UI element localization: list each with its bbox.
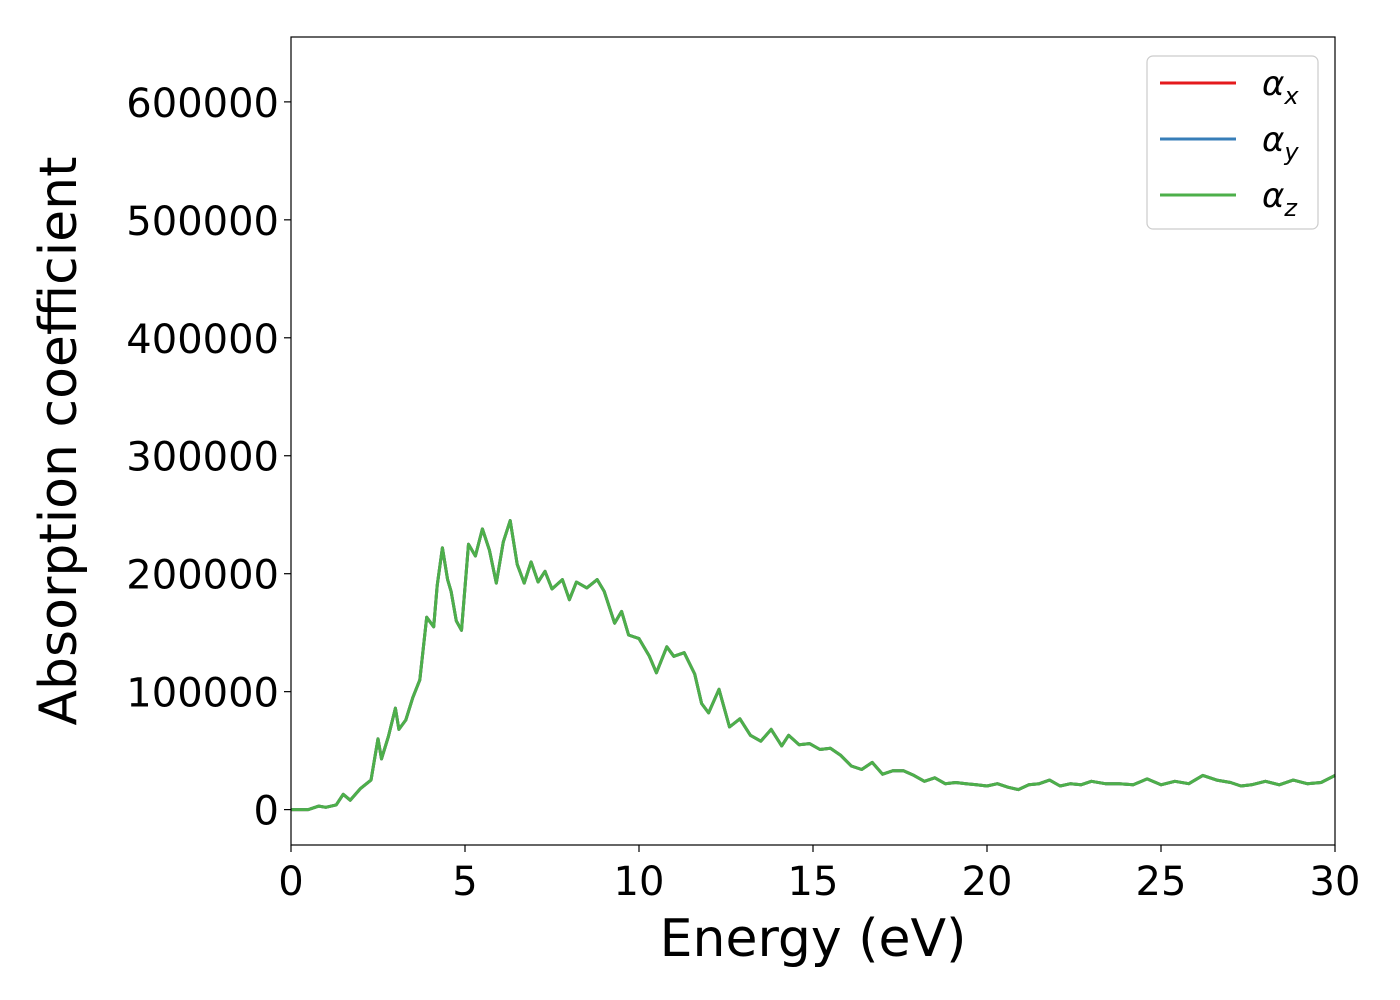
x-tick-label: 30 — [1310, 859, 1361, 905]
x-tick-label: 25 — [1136, 859, 1187, 905]
y-tick-label: 0 — [254, 789, 279, 835]
series-line-0 — [291, 519, 1336, 812]
series-line-1 — [291, 519, 1336, 812]
legend: αx αy αz — [1146, 55, 1319, 230]
x-axis-label: Energy (eV) — [660, 909, 967, 969]
y-tick-label: 100000 — [126, 671, 279, 717]
y-axis-label: Absorption coefficient — [29, 156, 89, 725]
x-tick-label: 20 — [962, 859, 1013, 905]
x-tick-label: 0 — [278, 859, 303, 905]
plot-lines — [291, 519, 1336, 812]
y-tick-label: 200000 — [126, 553, 279, 599]
legend-label-z: αz — [1262, 176, 1298, 222]
legend-label-x: αx — [1262, 64, 1299, 110]
y-tick-label: 300000 — [126, 435, 279, 481]
x-tick-label: 5 — [452, 859, 477, 905]
legend-label-y: αy — [1262, 120, 1299, 166]
y-axis-ticks: 0 100000 200000 300000 400000 500000 600000 — [126, 81, 291, 835]
y-tick-label: 500000 — [126, 199, 279, 245]
plot-frame — [290, 36, 1336, 846]
y-tick-label: 400000 — [126, 317, 279, 363]
x-tick-label: 10 — [614, 859, 665, 905]
x-tick-label: 15 — [788, 859, 839, 905]
legend-box — [1146, 55, 1319, 230]
series-line-2 — [291, 519, 1336, 812]
y-tick-label: 600000 — [126, 81, 279, 127]
x-axis-ticks: 0 5 10 15 20 25 30 — [278, 845, 1360, 905]
